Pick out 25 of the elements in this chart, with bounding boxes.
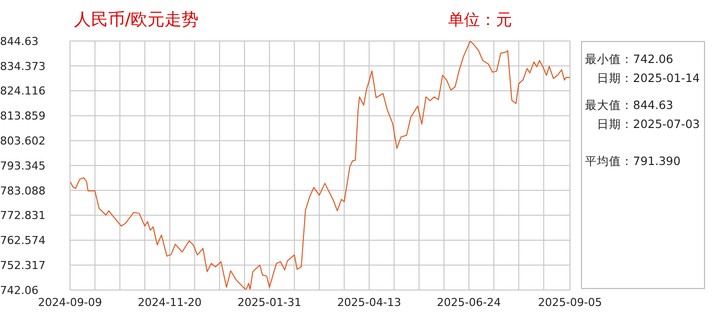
y-tick-label: 793.345 — [0, 159, 46, 172]
text: 日期：2025-01-14 — [597, 71, 701, 86]
x-tick-label: 2025-04-13 — [337, 296, 402, 309]
y-tick-label: 752.317 — [0, 259, 46, 272]
x-tick-label: 2025-09-05 — [538, 296, 602, 309]
y-tick-label: 783.088 — [0, 184, 46, 198]
y-tick-label: 772.831 — [0, 209, 46, 222]
chart-title: 人民币/欧元走势 — [74, 9, 199, 31]
x-tick-label: 2024-09-09 — [38, 296, 102, 309]
y-tick-label: 813.859 — [0, 110, 46, 123]
text: 日期：2025-07-03 — [597, 117, 701, 132]
y-tick-label: 742.06 — [0, 284, 38, 297]
text: 最小值：742.06 — [585, 52, 674, 67]
x-tick-label: 2024-11-20 — [138, 296, 202, 309]
chart-subtitle: 单位：元 — [448, 10, 512, 31]
x-tick-label: 2025-01-31 — [237, 296, 302, 309]
x-tick-label: 2025-06-24 — [436, 296, 501, 309]
line-series — [70, 41, 570, 290]
y-tick-label: 834.373 — [0, 60, 46, 73]
y-tick-label: 803.602 — [0, 134, 46, 148]
y-tick-label: 762.574 — [0, 234, 46, 248]
y-tick-label: 844.63 — [0, 34, 38, 48]
y-tick-label: 824.116 — [0, 84, 46, 98]
text: 最大值：844.63 — [585, 98, 674, 113]
text: 平均值：791.390 — [585, 154, 682, 169]
